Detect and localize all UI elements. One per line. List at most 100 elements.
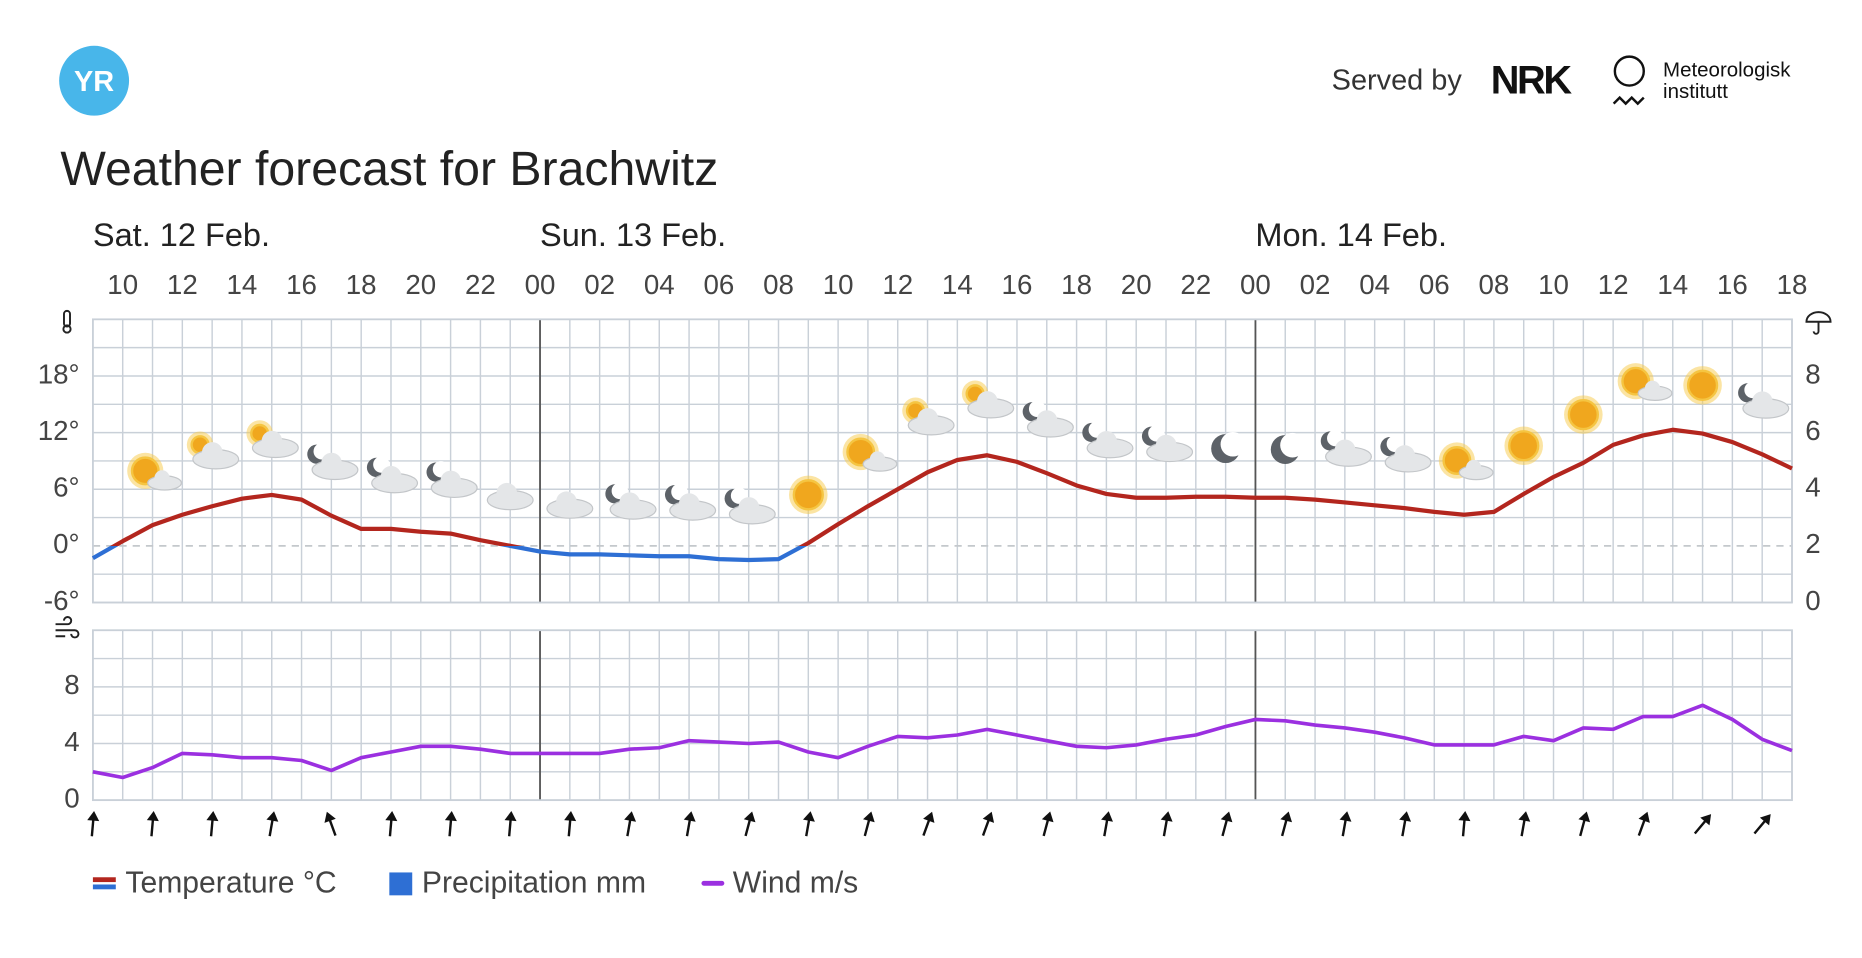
sun <box>1686 369 1719 402</box>
x-tick-label: 12 <box>882 269 913 300</box>
weather-icon <box>1738 381 1790 419</box>
wind-arrow <box>803 811 815 837</box>
weather-icon <box>1320 429 1372 467</box>
arrow-head <box>146 811 159 822</box>
met-name: Meteorologisk <box>1663 59 1791 82</box>
cloud <box>380 465 402 487</box>
arrow-head <box>1220 811 1233 823</box>
arrow-head <box>1339 811 1352 822</box>
arrow-head <box>1399 811 1412 822</box>
y-tick-label: 12° <box>38 415 80 446</box>
cloud <box>556 491 577 513</box>
weather-icon <box>1141 425 1194 463</box>
arrow-head <box>564 811 577 822</box>
weather-icon <box>605 482 657 520</box>
wind-arrow <box>1160 811 1173 837</box>
y-tick-label: 8 <box>64 669 79 700</box>
temperature-line <box>91 427 1793 563</box>
x-tick-label: 06 <box>1419 269 1450 300</box>
arrow-head <box>683 811 696 822</box>
weather-icon <box>1082 421 1134 459</box>
cloud <box>869 451 886 467</box>
arrow-head <box>1280 811 1293 823</box>
weather-icon <box>664 483 717 521</box>
x-tick-label: 18 <box>1061 269 1092 300</box>
sun <box>846 437 876 467</box>
day-label: Sat. 12 Feb. <box>93 217 270 253</box>
day-label: Sun. 13 Feb. <box>540 217 726 253</box>
weather-icon <box>1438 442 1494 481</box>
weather-icon <box>902 397 955 436</box>
moon-cut <box>1220 431 1246 457</box>
y-tick-label: 4 <box>64 726 79 757</box>
wind-arrow <box>504 811 517 837</box>
legend-swatch <box>92 884 116 890</box>
met-name: institutt <box>1663 80 1728 103</box>
arrow-head <box>1578 811 1591 823</box>
y2-tick-label: 6 <box>1805 415 1820 446</box>
weather-icon <box>246 420 299 459</box>
x-tick-label: 00 <box>1240 269 1271 300</box>
wind-arrow <box>863 811 875 837</box>
x-tick-label: 22 <box>465 269 496 300</box>
x-tick-label: 04 <box>644 269 675 300</box>
arrow-head <box>385 811 398 822</box>
x-tick-label: 10 <box>107 269 138 300</box>
cloud <box>1036 410 1058 431</box>
y-tick-label: 18° <box>38 358 80 389</box>
legend-swatch <box>389 872 413 896</box>
cloud <box>1155 434 1177 456</box>
cloud <box>1644 380 1661 396</box>
wind-arrow <box>444 811 457 837</box>
cloud <box>202 442 223 463</box>
cloud <box>154 470 170 486</box>
yr-logo[interactable]: YR <box>59 45 130 116</box>
legend-swatch <box>92 877 116 883</box>
weather-icon <box>724 487 776 525</box>
x-tick-label: 14 <box>942 269 973 300</box>
arrow-head <box>1638 811 1650 823</box>
x-tick-label: 20 <box>1121 269 1152 300</box>
weather-icon <box>1270 432 1305 464</box>
day-label: Mon. 14 Feb. <box>1255 217 1447 253</box>
wind-arrow <box>266 811 279 837</box>
cloud <box>1334 439 1356 461</box>
x-tick-label: 10 <box>1538 269 1569 300</box>
x-tick-label: 18 <box>346 269 377 300</box>
weather-icon <box>789 475 828 515</box>
wind-line <box>92 703 1793 780</box>
y-tick-label: 6° <box>53 472 80 503</box>
x-tick-label: 14 <box>1657 269 1688 300</box>
arrow-head <box>266 811 279 822</box>
wind-arrow <box>1399 811 1412 837</box>
y-tick-label: 0° <box>53 528 80 559</box>
x-tick-label: 06 <box>703 269 734 300</box>
wind-arrow <box>1578 811 1591 837</box>
wind-arrow <box>1101 811 1113 837</box>
arrow-head <box>1700 814 1712 826</box>
wind-icon <box>55 616 80 639</box>
cloud <box>321 452 342 474</box>
nrk-logo[interactable]: NRK <box>1491 59 1575 103</box>
wind-arrow <box>922 811 935 836</box>
arrow-head <box>982 811 995 823</box>
weather-icon <box>1683 366 1722 405</box>
y2-tick-label: 2 <box>1805 528 1820 559</box>
x-tick-label: 22 <box>1180 269 1211 300</box>
x-tick-label: 16 <box>1002 269 1033 300</box>
cloud <box>619 492 640 513</box>
sun <box>1508 430 1540 462</box>
weather-icon <box>186 431 240 470</box>
cloud <box>1096 430 1117 452</box>
arrow-head <box>324 811 336 823</box>
wind-arrow <box>1458 811 1471 837</box>
weather-icon <box>366 456 419 494</box>
x-tick-label: 02 <box>1300 269 1331 300</box>
legend: Temperature °C Precipitation mm Wind m/s <box>92 866 858 899</box>
y-tick-label: 0 <box>64 782 79 813</box>
cloud <box>678 493 700 514</box>
panel-border <box>91 318 1793 604</box>
